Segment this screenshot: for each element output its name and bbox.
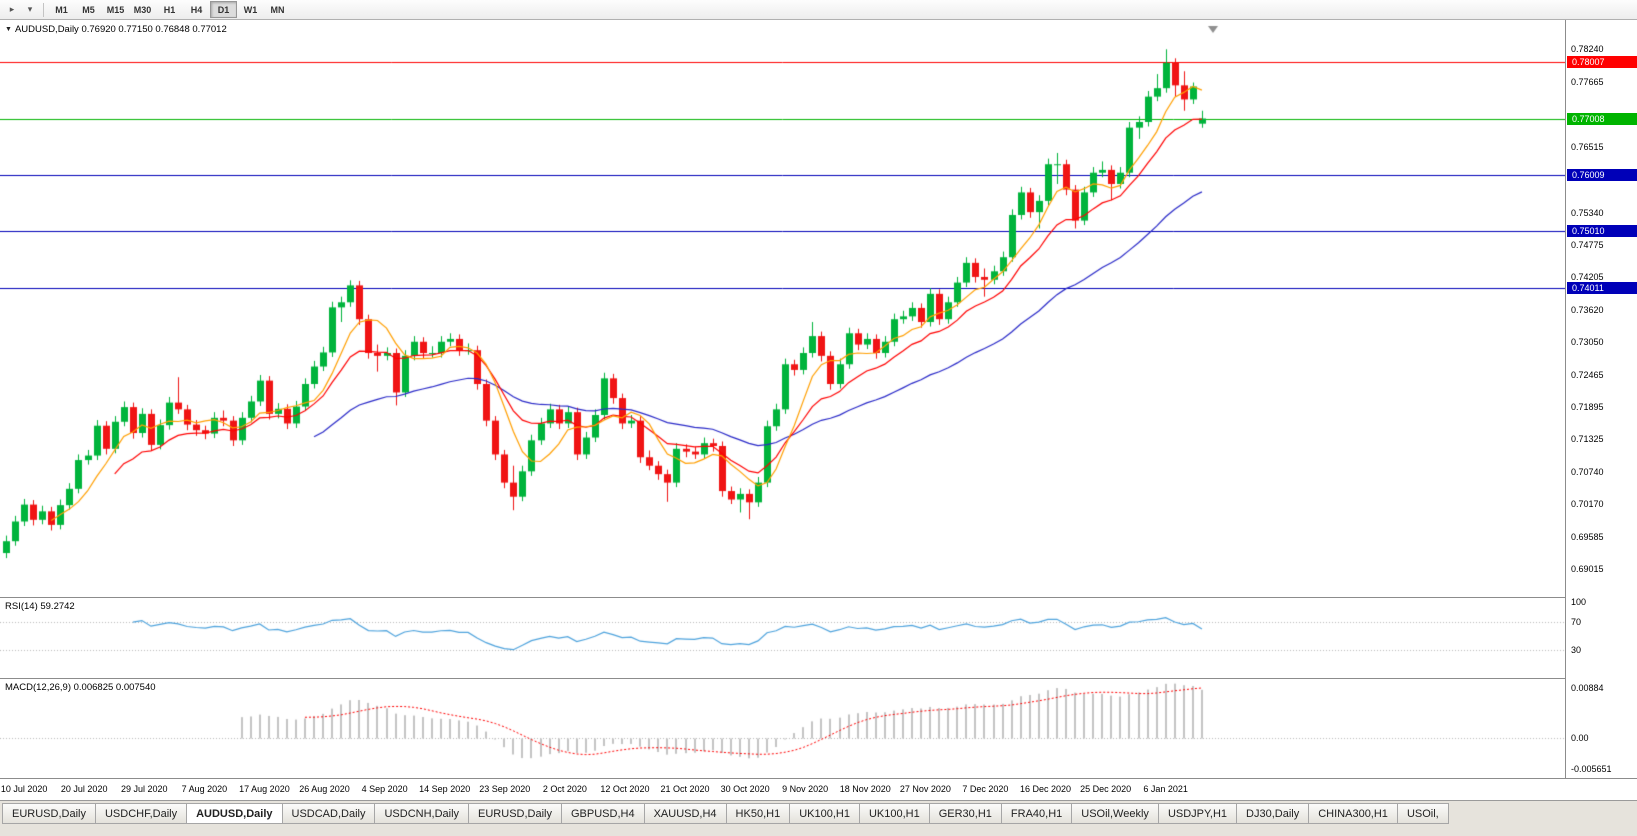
chart-tab-HK50-H1[interactable]: HK50,H1 [726, 803, 791, 824]
price-level-badge: 0.75010 [1567, 225, 1637, 238]
chart-tab-USDCHF-Daily[interactable]: USDCHF,Daily [95, 803, 188, 824]
date-axis-label: 20 Jul 2020 [60, 784, 108, 794]
price-level-badge: 0.78007 [1567, 56, 1637, 69]
chart-tab-USDCAD-Daily[interactable]: USDCAD,Daily [282, 803, 376, 824]
chart-tab-CHINA300-H1[interactable]: CHINA300,H1 [1309, 803, 1398, 824]
chart-tab-XAUUSD-H4[interactable]: XAUUSD,H4 [644, 803, 727, 824]
time-scale[interactable]: 10 Jul 2020 20 Jul 2020 29 Jul 2020 7 Aug 2… [0, 778, 1637, 800]
price-axis-label: 0.70740 [1571, 466, 1604, 477]
chart-tab-USOil-[interactable]: USOil, [1397, 803, 1449, 824]
price-axis-label: 0.69585 [1571, 531, 1604, 542]
timeframe-button-M5[interactable]: M5 [82, 4, 95, 15]
price-axis-label: 0.74205 [1571, 271, 1604, 282]
chart-tab-USOil-Weekly[interactable]: USOil,Weekly [1072, 803, 1159, 824]
macd-pane-canvas[interactable] [0, 679, 1565, 778]
price-axis-label: 0.78240 [1571, 44, 1604, 55]
chart-menu-icon[interactable]: ▼ [5, 26, 12, 33]
rsi-axis-label: 30 [1571, 644, 1582, 655]
macd-axis-label: 0.00884 [1571, 683, 1604, 694]
chart-tab-GER30-H1[interactable]: GER30,H1 [929, 803, 1002, 824]
chart-title-symbol: AUDUSD,Daily [14, 24, 79, 35]
date-axis-label: 7 Aug 2020 [181, 784, 228, 794]
date-axis-label: 21 Oct 2020 [660, 784, 710, 794]
timeframe-button-H1[interactable]: H1 [163, 4, 176, 15]
price-axis-label: 0.72465 [1571, 369, 1604, 380]
price-axis-label: 0.69015 [1571, 564, 1604, 575]
price-scale[interactable]: 0.78240 0.77665 0.76515 0.75340 0.74775 0.742… [1565, 20, 1637, 778]
price-level-badge: 0.77008 [1567, 112, 1637, 125]
chart-tab-UK100-H1[interactable]: UK100,H1 [790, 803, 860, 824]
price-level-badge: 0.76009 [1567, 169, 1637, 181]
chart-tab-DJ30-Daily[interactable]: DJ30,Daily [1237, 803, 1310, 824]
date-axis-label: 10 Jul 2020 [0, 784, 48, 794]
macd-axis-label: 0.00 [1571, 732, 1589, 743]
timeframe-button-M15[interactable]: M15 [106, 4, 125, 15]
chart-tab-bar: EURUSD,Daily USDCHF,Daily AUDUSD,Daily USDC… [0, 800, 1637, 836]
rsi-axis-label: 70 [1571, 617, 1582, 628]
chart-tab-USDJPY-H1[interactable]: USDJPY,H1 [1158, 803, 1238, 824]
rsi-pane-canvas[interactable] [0, 598, 1565, 678]
timeframe-button-W1[interactable]: W1 [243, 4, 258, 15]
date-axis-label: 9 Nov 2020 [782, 784, 829, 794]
price-axis-label: 0.75340 [1571, 207, 1604, 218]
macd-label: MACD(12,26,9) 0.006825 0.007540 [5, 682, 156, 693]
date-axis-label: 23 Sep 2020 [479, 784, 531, 794]
chart-title-ohlc: 0.76920 0.77150 0.76848 0.77012 [81, 24, 227, 35]
chart-tab-UK100-H1[interactable]: UK100,H1 [859, 803, 930, 824]
pane-separator[interactable] [0, 597, 1637, 598]
date-axis-label: 26 Aug 2020 [299, 784, 350, 794]
chart-tab-EURUSD-Daily[interactable]: EURUSD,Daily [2, 803, 96, 824]
date-axis-label: 25 Dec 2020 [1080, 784, 1132, 794]
chart-tab-EURUSD-Daily[interactable]: EURUSD,Daily [469, 803, 562, 824]
date-axis-label: 4 Sep 2020 [361, 784, 408, 794]
price-axis-label: 0.70170 [1571, 499, 1604, 510]
chart-title: ▼ AUDUSD,Daily 0.76920 0.77150 0.76848 0.… [5, 24, 227, 35]
toolbar-separator [43, 2, 44, 17]
date-axis-label: 2 Oct 2020 [542, 784, 587, 794]
price-chart-canvas[interactable] [0, 20, 1565, 597]
date-axis-label: 27 Nov 2020 [899, 784, 951, 794]
date-axis-label: 16 Dec 2020 [1019, 784, 1072, 794]
chart-tab-AUDUSD-Daily[interactable]: AUDUSD,Daily [187, 803, 283, 824]
pane-separator[interactable] [0, 678, 1637, 679]
timeframe-button-M1[interactable]: M1 [55, 4, 68, 15]
date-axis-label: 29 Jul 2020 [121, 784, 168, 794]
chart-dropdown-icon[interactable]: ▾ [27, 4, 33, 14]
price-axis-label: 0.73050 [1571, 336, 1604, 347]
price-axis-label: 0.73620 [1571, 304, 1604, 315]
rsi-axis-label: 100 [1571, 597, 1587, 607]
price-axis-label: 0.76515 [1571, 141, 1604, 152]
chart-scroll-icon[interactable]: ▸ [9, 4, 15, 14]
price-axis-label: 0.71325 [1571, 433, 1604, 444]
chart-tab-USDCNH-Daily[interactable]: USDCNH,Daily [375, 803, 470, 824]
price-axis-label: 0.74775 [1571, 239, 1604, 250]
chart-tab-FRA40-H1[interactable]: FRA40,H1 [1001, 803, 1073, 824]
date-axis-label: 14 Sep 2020 [419, 784, 471, 794]
price-level-badge: 0.74011 [1567, 281, 1637, 294]
date-axis-label: 18 Nov 2020 [839, 784, 891, 794]
price-axis-label: 0.77665 [1571, 76, 1604, 87]
date-axis-label: 17 Aug 2020 [239, 784, 290, 794]
rsi-label: RSI(14) 59.2742 [5, 601, 75, 612]
price-axis-label: 0.71895 [1571, 401, 1604, 412]
date-axis-label: 6 Jan 2021 [1143, 784, 1188, 794]
timeframe-button-D1[interactable]: D1 [210, 1, 237, 18]
timeframe-toolbar: ▸ ▾ M1 M5 M15 M30 H1 H4 D1 W1 MN [0, 0, 1637, 20]
date-axis-label: 7 Dec 2020 [962, 784, 1009, 794]
timeframe-button-M30[interactable]: M30 [133, 4, 152, 15]
chart-tab-GBPUSD-H4[interactable]: GBPUSD,H4 [562, 803, 645, 824]
date-axis-label: 12 Oct 2020 [600, 784, 650, 794]
timeframe-button-H4[interactable]: H4 [190, 4, 203, 15]
date-axis-label: 30 Oct 2020 [720, 784, 770, 794]
macd-axis-label: -0.005651 [1571, 764, 1612, 775]
timeframe-button-MN[interactable]: MN [270, 4, 285, 15]
